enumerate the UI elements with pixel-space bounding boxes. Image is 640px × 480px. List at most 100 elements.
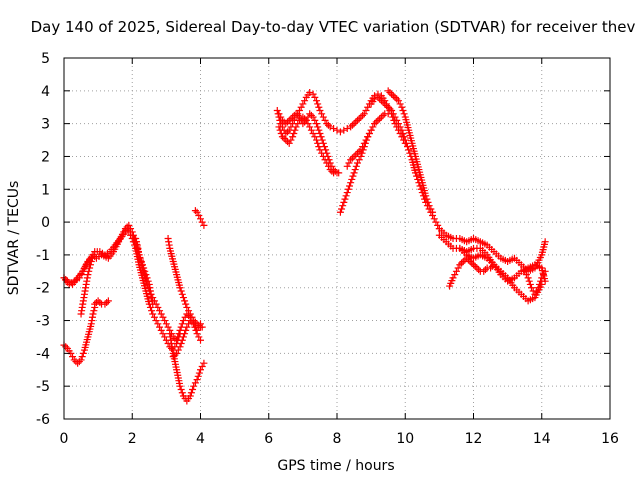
data-point: [315, 143, 323, 151]
data-point: [197, 336, 204, 344]
data-point: [357, 146, 365, 154]
data-point: [362, 136, 370, 144]
data-point: [192, 326, 200, 334]
data-point: [475, 266, 483, 274]
x-tick-label: 4: [196, 431, 205, 447]
data-point: [291, 126, 299, 134]
data-point: [393, 116, 401, 124]
data-point: [452, 267, 460, 275]
data-point: [388, 90, 396, 98]
data-point: [149, 300, 157, 308]
data-point: [379, 111, 387, 119]
data-point: [458, 259, 466, 267]
data-point: [157, 310, 165, 318]
data-point: [176, 284, 184, 292]
data-point: [94, 297, 102, 305]
data-point: [398, 126, 406, 134]
data-point: [144, 277, 152, 285]
data-point: [413, 172, 421, 180]
data-point: [157, 326, 165, 334]
data-point: [374, 116, 382, 124]
data-point: [90, 307, 98, 315]
data-point: [75, 274, 83, 282]
data-point: [190, 382, 198, 390]
data-point: [278, 133, 286, 141]
data-point: [362, 107, 370, 115]
y-tick-label: -3: [36, 314, 50, 330]
y-tick-label: 2: [41, 149, 50, 165]
data-point: [182, 300, 190, 308]
data-point: [183, 323, 191, 331]
data-point: [200, 359, 208, 367]
data-point: [77, 271, 85, 279]
data-point: [311, 133, 319, 141]
data-point: [159, 330, 167, 338]
data-point: [526, 280, 534, 288]
data-point: [314, 100, 322, 108]
data-point: [451, 271, 459, 279]
data-series-16: [336, 110, 392, 216]
data-point: [359, 143, 367, 151]
data-point: [277, 129, 285, 137]
data-point: [405, 146, 413, 154]
data-point: [323, 120, 331, 128]
data-point: [348, 175, 356, 183]
data-point: [178, 389, 186, 397]
data-point: [352, 162, 360, 170]
grid-lines: [64, 58, 610, 419]
data-point: [315, 103, 323, 111]
data-point: [292, 123, 300, 131]
data-point: [343, 125, 351, 133]
data-point: [336, 208, 344, 216]
data-point: [316, 146, 324, 154]
data-point: [468, 259, 476, 267]
data-point: [191, 207, 199, 215]
data-point: [357, 152, 365, 160]
data-point: [287, 115, 295, 123]
data-point: [164, 323, 172, 331]
data-point: [350, 169, 358, 177]
data-point: [434, 221, 442, 229]
data-point: [411, 169, 419, 177]
data-point: [376, 95, 384, 103]
data-point: [456, 261, 464, 269]
y-tick-label: 3: [41, 117, 50, 133]
data-series-23: [456, 244, 546, 305]
data-point: [425, 202, 433, 210]
data-point: [398, 103, 406, 111]
data-point: [454, 264, 462, 272]
data-point: [386, 88, 394, 96]
data-point: [318, 149, 326, 157]
data-point: [314, 139, 322, 147]
data-point: [198, 362, 206, 370]
data-point: [319, 152, 327, 160]
data-point: [150, 313, 158, 321]
data-point: [275, 123, 283, 131]
data-series-10: [166, 330, 208, 405]
data-point: [347, 156, 355, 164]
y-tick-label: 5: [41, 51, 50, 67]
x-tick-label: 10: [396, 431, 414, 447]
data-point: [404, 143, 412, 151]
data-point: [89, 251, 97, 259]
data-point: [393, 95, 401, 103]
data-point: [177, 287, 185, 295]
data-point: [384, 87, 392, 95]
data-point: [181, 297, 189, 305]
data-point: [200, 221, 208, 229]
data-point: [197, 215, 204, 223]
data-point: [346, 182, 354, 190]
data-point: [333, 126, 341, 134]
data-point: [140, 264, 148, 272]
data-point: [315, 126, 323, 134]
data-point: [289, 113, 297, 121]
data-point: [198, 218, 206, 226]
data-point: [311, 116, 319, 124]
data-point: [534, 284, 542, 292]
data-point: [399, 129, 407, 137]
data-point: [142, 271, 150, 279]
data-point: [125, 228, 133, 236]
data-point: [285, 116, 293, 124]
data-point: [280, 134, 288, 142]
data-point: [481, 266, 489, 274]
